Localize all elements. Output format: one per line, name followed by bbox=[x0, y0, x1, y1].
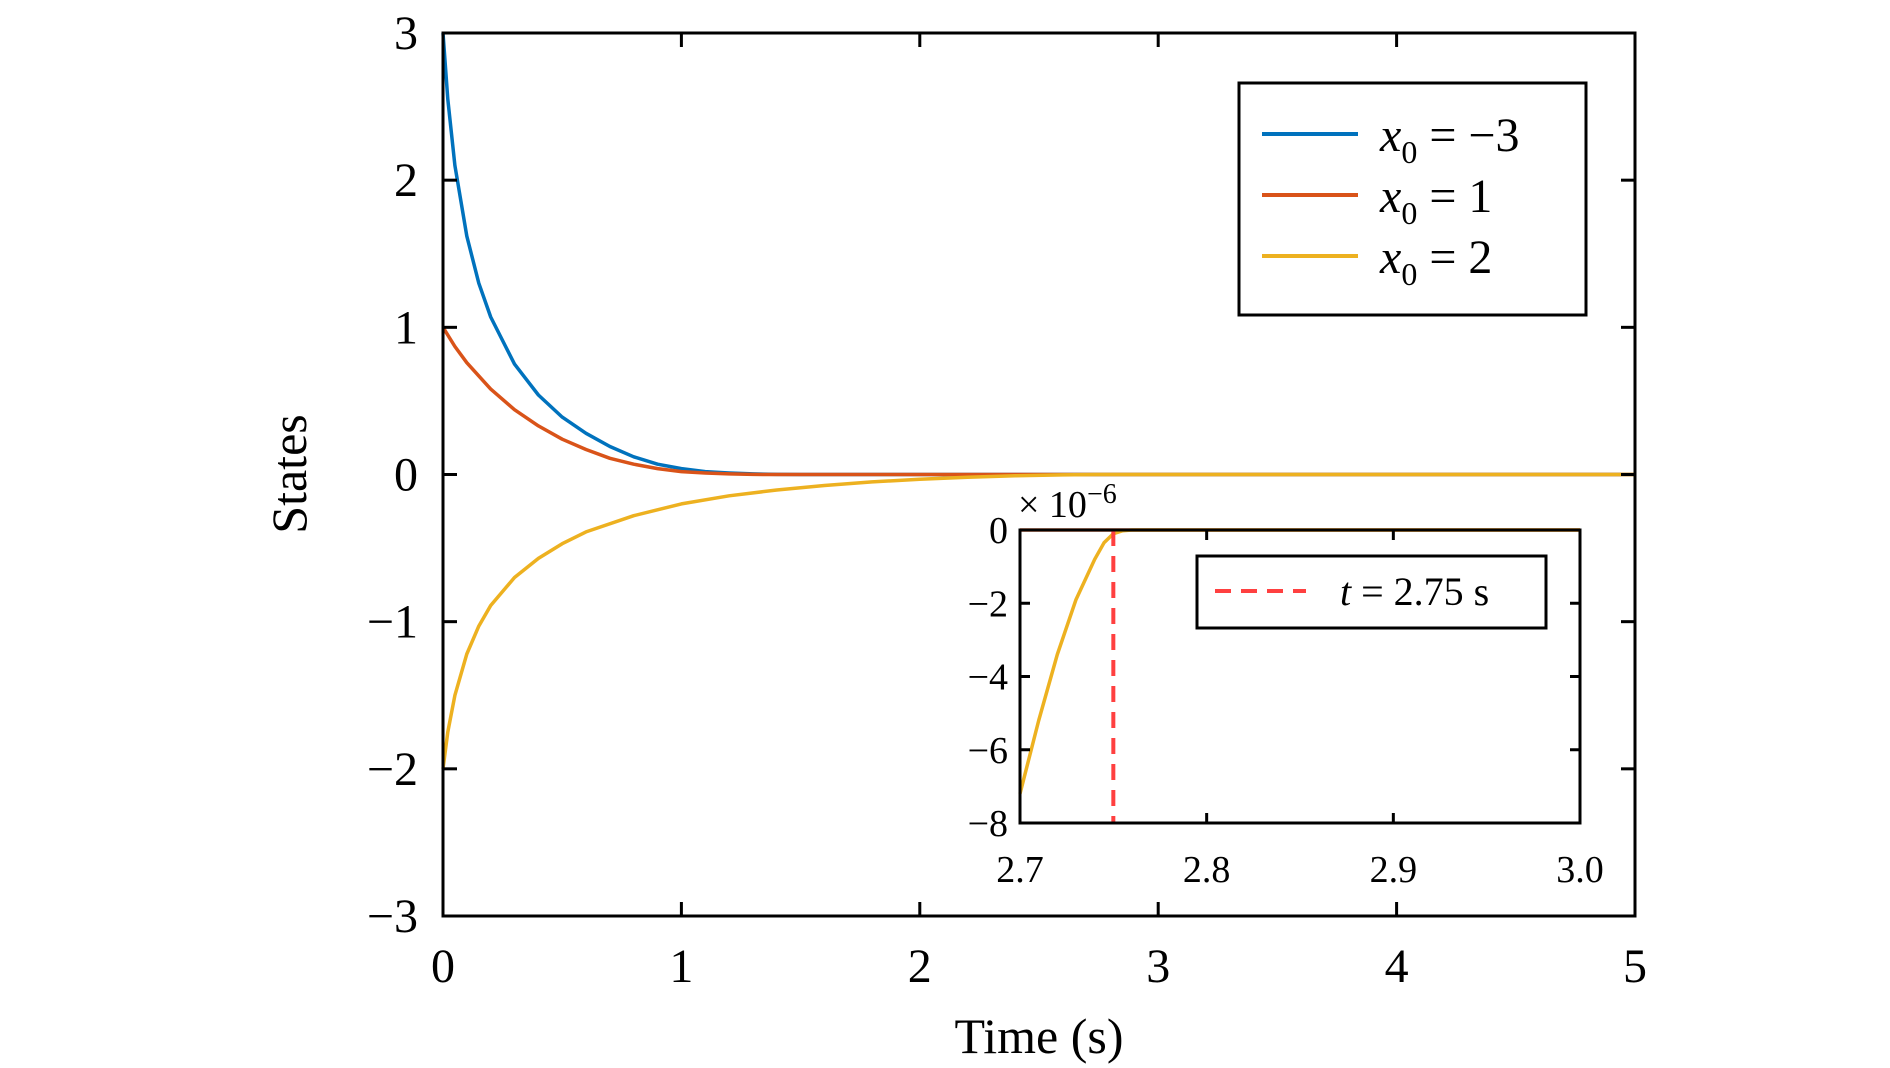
y-tick-label-5: −2 bbox=[367, 743, 418, 796]
y-tick-label-6: −3 bbox=[367, 890, 418, 943]
y-tick-label-0: 3 bbox=[394, 7, 418, 60]
inset-x-tick-label-3: 3.0 bbox=[1556, 849, 1604, 891]
main-series-line-1 bbox=[441, 326, 1635, 477]
inset-x-tick-label-0: 2.7 bbox=[996, 849, 1044, 891]
main-legend-label-1: x0 = 1 bbox=[1379, 170, 1492, 231]
main-legend-label-2: x0 = 2 bbox=[1379, 231, 1492, 292]
inset-x-tick-label-2: 2.9 bbox=[1370, 849, 1418, 891]
main-series-line-2 bbox=[441, 472, 1635, 770]
x-tick-label-0: 0 bbox=[431, 940, 455, 993]
main-legend-box bbox=[1237, 81, 1588, 317]
inset-legend-label: t = 2.75 s bbox=[1340, 569, 1489, 614]
inset-plot-area: 2.7 2.8 2.9 3.0 0 −2 −4 −6 −8 × 10−6 t = 2.75 s bbox=[968, 479, 1604, 891]
main-legend-entries: x0 = −3x0 = 1x0 = 2 bbox=[1262, 109, 1519, 292]
y-tick-label-3: 0 bbox=[394, 449, 418, 502]
y-tick-label-4: −1 bbox=[367, 596, 418, 649]
x-tick-label-5: 5 bbox=[1623, 940, 1647, 993]
main-tick-labels-group: 0 1 2 3 4 5 3 2 1 0 −1 −2 −3 bbox=[367, 7, 1647, 993]
inset-y-tick-label-2: −4 bbox=[968, 657, 1008, 699]
y-axis-label: States bbox=[261, 414, 317, 533]
inset-y-tick-label-1: −2 bbox=[968, 583, 1008, 625]
x-tick-label-4: 4 bbox=[1385, 940, 1409, 993]
inset-ticks-group bbox=[1018, 528, 1582, 825]
inset-y-multiplier: × 10−6 bbox=[1018, 479, 1117, 526]
inset-legend: t = 2.75 s bbox=[1195, 554, 1548, 630]
inset-tick-labels-group: 2.7 2.8 2.9 3.0 0 −2 −4 −6 −8 bbox=[968, 510, 1604, 891]
x-tick-label-1: 1 bbox=[669, 940, 693, 993]
x-tick-label-2: 2 bbox=[908, 940, 932, 993]
y-tick-label-1: 2 bbox=[394, 154, 418, 207]
x-axis-label: Time (s) bbox=[954, 1008, 1123, 1064]
y-tick-label-2: 1 bbox=[394, 301, 418, 354]
main-legend: x0 = −3x0 = 1x0 = 2 bbox=[1237, 81, 1588, 317]
main-plot-area: 0 1 2 3 4 5 3 2 1 0 −1 −2 −3 Time (s) States bbox=[261, 7, 1647, 1064]
x-tick-label-3: 3 bbox=[1146, 940, 1170, 993]
main-legend-label-0: x0 = −3 bbox=[1379, 109, 1519, 170]
inset-x-tick-label-1: 2.8 bbox=[1183, 849, 1231, 891]
main-ticks-group bbox=[441, 31, 1637, 918]
main-series-group bbox=[441, 32, 1635, 770]
inset-y-tick-label-3: −6 bbox=[968, 730, 1008, 772]
inset-y-tick-label-4: −8 bbox=[968, 803, 1008, 845]
inset-y-tick-label-0: 0 bbox=[989, 510, 1008, 552]
